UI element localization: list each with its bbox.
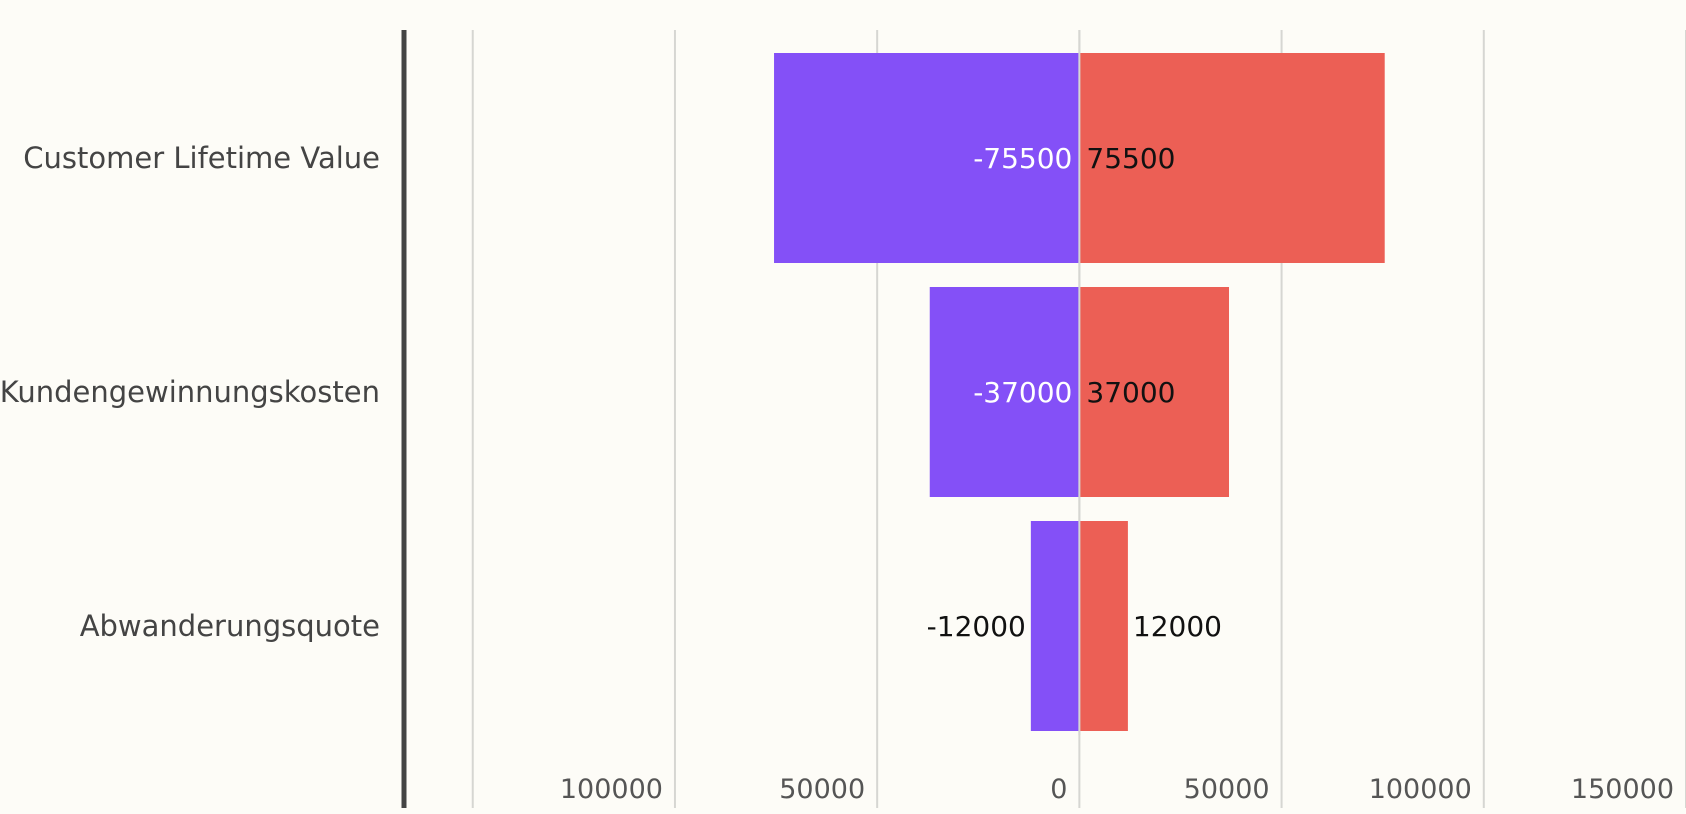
data-label-positive: 12000 bbox=[1133, 610, 1222, 643]
category-label: Kundengewinnungskosten bbox=[0, 375, 380, 409]
bar-positive bbox=[1079, 521, 1128, 731]
x-tick-label: 100000 bbox=[560, 774, 663, 805]
data-label-negative: -75500 bbox=[973, 142, 1072, 175]
category-label: Customer Lifetime Value bbox=[23, 141, 380, 175]
data-label-negative: -12000 bbox=[927, 610, 1026, 643]
bars bbox=[774, 53, 1385, 731]
data-label-positive: 75500 bbox=[1086, 142, 1175, 175]
data-label-negative: -37000 bbox=[973, 376, 1072, 409]
axes bbox=[401, 30, 1081, 808]
bar-positive bbox=[1079, 53, 1385, 263]
data-label-positive: 37000 bbox=[1086, 376, 1175, 409]
category-label: Abwanderungsquote bbox=[80, 609, 380, 643]
bar-negative bbox=[1030, 521, 1080, 731]
bar-negative bbox=[929, 287, 1080, 497]
x-tick-label: 150000 bbox=[1571, 774, 1674, 805]
x-tick-label: 50000 bbox=[779, 774, 865, 805]
x-tick-label: 50000 bbox=[1184, 774, 1270, 805]
bar-negative bbox=[774, 53, 1080, 263]
labels: 100000 50000 0 50000 100000 150000 Customer Li… bbox=[0, 141, 1674, 805]
bar-positive bbox=[1079, 287, 1230, 497]
x-tick-label: 0 bbox=[1050, 774, 1067, 805]
x-tick-label: 100000 bbox=[1369, 774, 1472, 805]
